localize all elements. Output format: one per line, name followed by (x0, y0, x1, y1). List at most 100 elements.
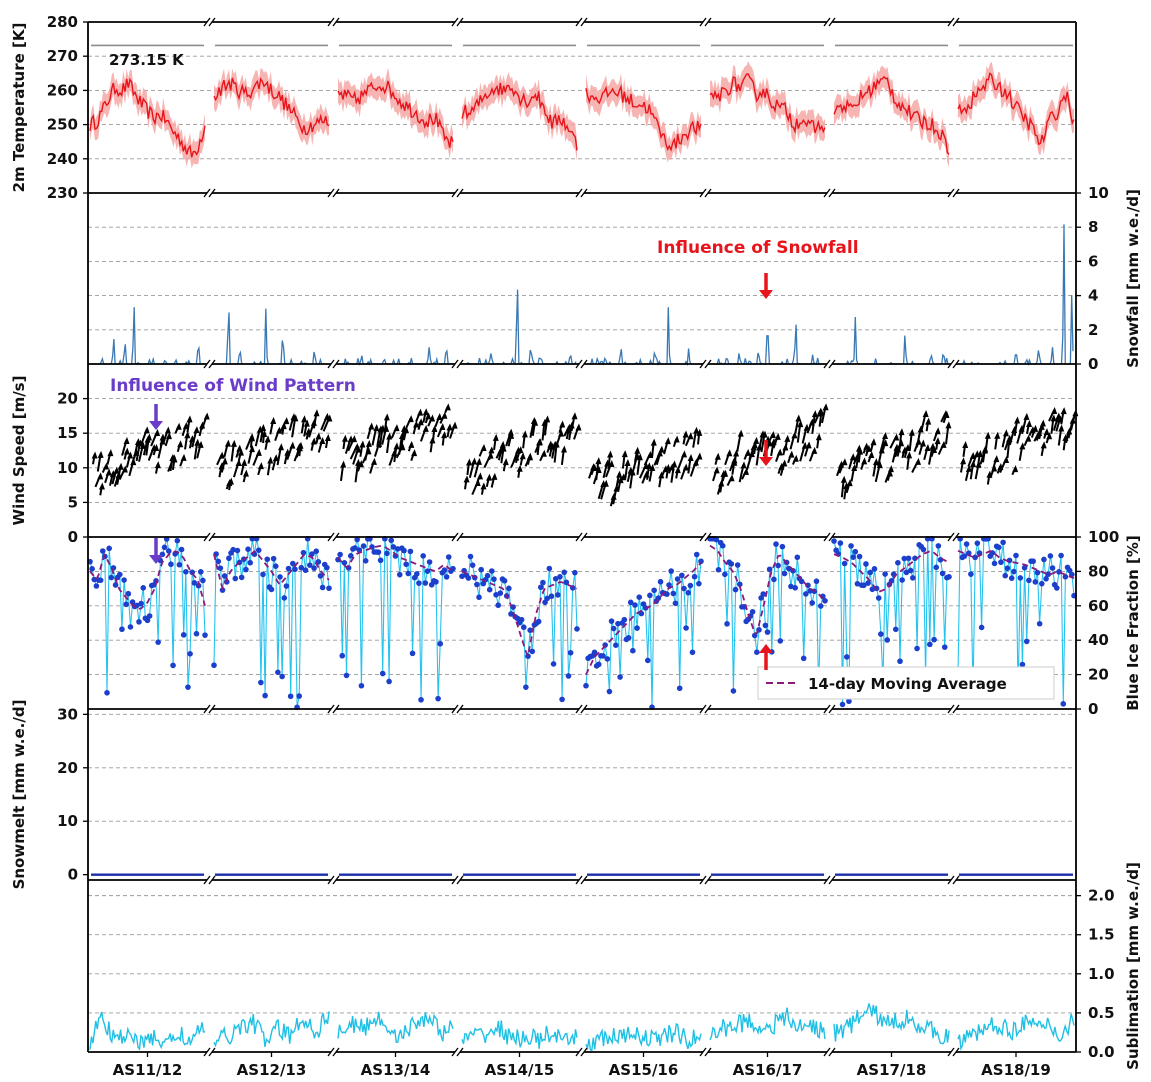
wind-arrowhead (471, 457, 478, 465)
blueice-point (1023, 638, 1030, 645)
blueice-point (168, 561, 174, 568)
axis-break (828, 1047, 836, 1057)
wind-arrowhead (617, 476, 624, 484)
wind-arrowhead (105, 468, 112, 476)
wind-arrowhead (840, 475, 847, 483)
blueice-point (689, 649, 696, 656)
wind-arrowhead (117, 462, 124, 470)
blueice-point (221, 573, 228, 579)
wind-arrowhead (908, 428, 915, 436)
blueice-point (386, 678, 392, 685)
wind-arrowhead (465, 458, 472, 466)
x-category-label: AS11/12 (113, 1061, 183, 1079)
blueice-point (202, 632, 208, 638)
axis-break (704, 532, 712, 542)
blueice-point (535, 618, 542, 625)
wind-arrowhead (634, 446, 641, 454)
blueice-point (104, 689, 110, 696)
wind-arrowhead (526, 452, 533, 460)
blueice-point (347, 553, 354, 559)
blueice-point (123, 601, 130, 608)
y-tick-label: 0.5 (1088, 1004, 1115, 1022)
blueice-point (903, 569, 910, 576)
wind-arrowhead (624, 459, 631, 467)
wind-arrowhead (673, 435, 680, 443)
wind-arrowhead (915, 457, 922, 465)
wind-arrowhead (1002, 429, 1009, 437)
wind-arrowhead (171, 455, 178, 463)
wind-arrowhead (744, 448, 751, 456)
blueice-point (508, 611, 514, 617)
blueice-point (1045, 571, 1052, 578)
axis-break (823, 188, 831, 198)
blueice-point (861, 582, 867, 589)
axis-break (823, 704, 831, 714)
wind-arrowhead (870, 438, 877, 446)
wind-arrowhead (857, 447, 864, 455)
blueice-point (803, 591, 809, 597)
blueice-point (337, 551, 343, 558)
y-tick-label: 280 (47, 13, 78, 31)
wind-arrowhead (919, 439, 926, 447)
y-tick-label: 270 (47, 47, 78, 65)
wind-arrowhead (682, 430, 689, 438)
blueice-point (636, 594, 643, 601)
blueice-point (121, 577, 127, 583)
blueice-point (719, 542, 726, 549)
axis-break (451, 17, 459, 27)
wind-arrowhead (241, 458, 248, 466)
wind-arrowhead (248, 434, 255, 442)
blueice-point (311, 565, 317, 571)
blueice-point (683, 625, 689, 631)
wind-arrowhead (649, 463, 656, 471)
moving-average-line (337, 545, 454, 573)
blueice-point (693, 551, 700, 558)
y-tick-label: 2 (1088, 321, 1098, 339)
wind-arrowhead (726, 449, 733, 457)
wind-arrowhead (595, 457, 602, 465)
wind-arrowhead (687, 432, 694, 440)
wind-arrowhead (636, 453, 643, 461)
wind-arrowhead (965, 464, 972, 472)
wind-arrowhead (301, 415, 308, 423)
wind-arrowhead (357, 460, 364, 468)
blueice-point (1000, 539, 1006, 546)
blueice-point (651, 587, 657, 594)
blueice-point (751, 632, 758, 639)
wind-arrowhead (792, 454, 799, 462)
blueice-point (285, 565, 292, 572)
wind-arrowhead (441, 411, 448, 419)
wind-arrowhead (107, 449, 114, 457)
axis-break (451, 532, 459, 542)
temperature-band (586, 73, 701, 163)
wind-arrowhead (544, 415, 551, 423)
axis-break (952, 1047, 960, 1057)
blueice-point (474, 581, 480, 588)
axis-break (451, 359, 459, 369)
blueice-point (125, 590, 132, 597)
wind-arrowhead (664, 437, 671, 445)
blueice-point (676, 685, 683, 692)
wind-arrowhead (368, 422, 375, 430)
axis-break (580, 1047, 588, 1057)
axis-break (580, 875, 588, 885)
wind-arrowhead (887, 465, 894, 473)
axis-break (952, 17, 960, 27)
blueice-point (863, 561, 869, 567)
blueice-point (174, 537, 181, 544)
wind-arrowhead (906, 451, 913, 459)
wind-arrowhead (1058, 424, 1065, 432)
blueice-point (283, 583, 290, 589)
wind-arrowhead (940, 440, 947, 448)
axis-break (327, 1047, 335, 1057)
wind-arrowhead (477, 472, 484, 480)
wind-arrowhead (696, 452, 703, 460)
wind-arrowhead (429, 414, 436, 422)
blueice-point (909, 575, 916, 581)
y-tick-label: 0 (1088, 355, 1098, 373)
axis-break (828, 359, 836, 369)
wind-arrowhead (740, 461, 747, 469)
wind-arrowhead (413, 420, 420, 428)
axis-break (823, 17, 831, 27)
blueice-point (604, 656, 611, 662)
